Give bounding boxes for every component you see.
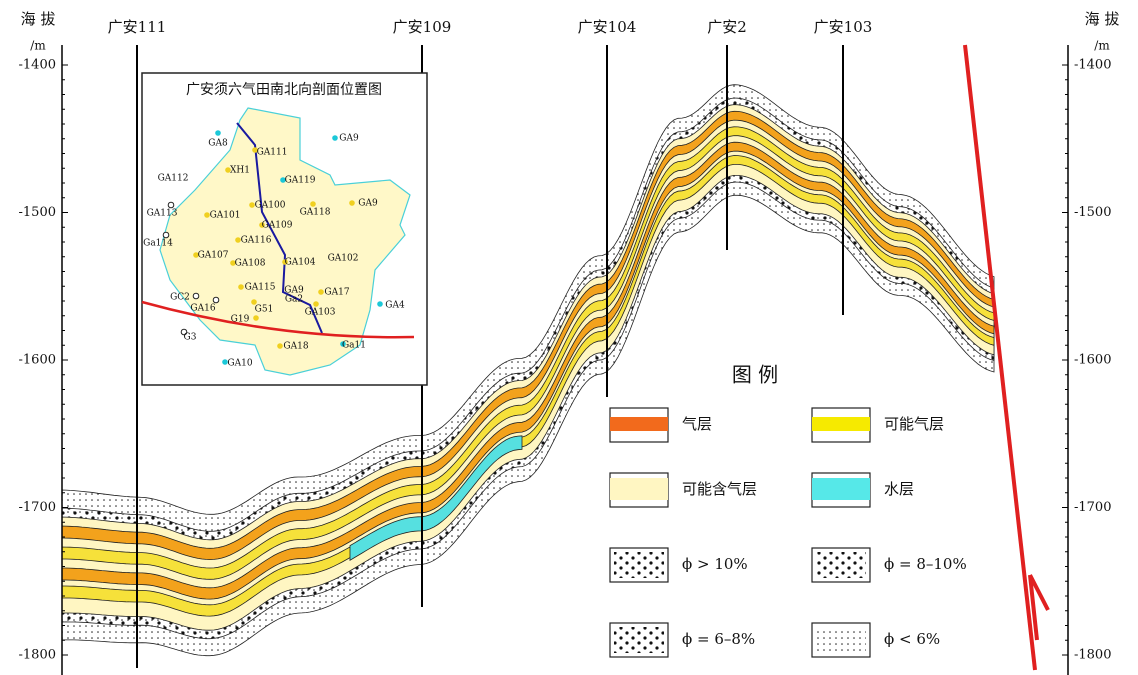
well-label: GA9 — [358, 199, 378, 209]
well-label: GA17 — [324, 288, 349, 298]
legend-label: 可能含气层 — [682, 480, 757, 498]
well-label: GA101 — [210, 211, 241, 221]
well-label: 广安109 — [393, 18, 452, 36]
legend-swatch-fill — [610, 417, 668, 431]
well-label: GA8 — [208, 139, 228, 149]
well-dot — [332, 135, 338, 141]
legend-label: ϕ > 10% — [682, 555, 748, 573]
well-label: GA103 — [305, 308, 336, 318]
well-dot — [168, 202, 174, 208]
well-dot — [318, 289, 324, 295]
y-tick-label: -1600 — [19, 353, 56, 368]
well-dot — [277, 343, 283, 349]
well-label: GA111 — [257, 148, 288, 158]
y-tick-label: -1400 — [19, 58, 56, 73]
well-label: GA100 — [255, 201, 286, 211]
well-label: G19 — [231, 315, 250, 325]
well-dot — [238, 284, 244, 290]
well-label: GA9 — [339, 134, 359, 144]
legend-label: 水层 — [884, 480, 914, 498]
well-label: GA18 — [283, 342, 308, 352]
well-label: GA115 — [245, 283, 276, 293]
well-dot — [163, 232, 169, 238]
well-label: XH1 — [230, 166, 250, 176]
well-dot — [313, 301, 319, 307]
well-label: Ga11 — [342, 341, 366, 351]
well-dot — [193, 293, 199, 299]
well-label: GA109 — [262, 221, 293, 231]
y-tick-label: -1800 — [1074, 648, 1111, 663]
well-label: GA112 — [158, 174, 189, 184]
legend-swatch-fill — [812, 417, 870, 431]
well-label: 广安103 — [814, 18, 873, 36]
well-label: Ga2 — [285, 295, 303, 305]
well-label: GA102 — [328, 254, 359, 264]
well-label: GA116 — [241, 236, 272, 246]
y-tick-label: -1400 — [1074, 58, 1111, 73]
well-label: Ga114 — [143, 239, 173, 249]
well-label: GA113 — [147, 209, 178, 219]
well-dot — [349, 200, 355, 206]
legend-swatch-fill — [816, 552, 866, 578]
well-label: G51 — [255, 305, 274, 315]
y-tick-label: -1800 — [19, 648, 56, 663]
well-label: GA107 — [198, 251, 229, 261]
well-label: G3 — [184, 333, 197, 343]
cross-section: 海 拔 /m 海 拔 /m -1400 -1400 -1500 -1500 -1600 -… — [0, 0, 1138, 675]
well-label: GA119 — [285, 176, 316, 186]
inset-map: 广安须六气田南北向剖面位置图 GA8 GA111 GA9 GA112 XH1 GA119 G… — [142, 73, 427, 385]
axis-unit: /m — [30, 39, 46, 53]
well-label: GA10 — [227, 359, 252, 369]
well-dot — [215, 130, 221, 136]
axis-title: 海 拔 — [21, 10, 56, 28]
well-label: 广安2 — [707, 18, 747, 36]
well-label: GA4 — [385, 301, 405, 311]
fault-arrow — [1030, 575, 1048, 640]
legend-label: ϕ = 6–8% — [682, 630, 755, 648]
well-dot — [377, 301, 383, 307]
inset-title: 广安须六气田南北向剖面位置图 — [186, 82, 382, 98]
legend-label: 气层 — [682, 415, 712, 433]
legend-swatch-fill — [816, 627, 866, 653]
y-tick-label: -1700 — [19, 500, 56, 515]
well-label: GA118 — [300, 208, 331, 218]
legend-swatch-fill — [812, 478, 870, 500]
well-label: 广安111 — [108, 18, 167, 36]
well-dot — [213, 297, 219, 303]
well-label: GA108 — [235, 259, 266, 269]
well-label: GA16 — [190, 304, 215, 314]
legend-swatch-fill — [614, 627, 664, 653]
legend-swatch-fill — [610, 478, 668, 500]
well-label: 广安104 — [578, 18, 637, 36]
legend-swatch-fill — [614, 552, 664, 578]
y-tick-label: -1600 — [1074, 353, 1111, 368]
legend-label: ϕ < 6% — [884, 630, 940, 648]
well-dot — [310, 201, 316, 207]
legend-label: 可能气层 — [884, 415, 944, 433]
y-tick-label: -1500 — [1074, 205, 1111, 220]
axis-title: 海 拔 — [1085, 10, 1120, 28]
y-tick-label: -1700 — [1074, 500, 1111, 515]
well-dot — [253, 315, 259, 321]
legend-label: ϕ = 8–10% — [884, 555, 967, 573]
well-label: GC2 — [170, 293, 190, 303]
y-tick-label: -1500 — [19, 205, 56, 220]
legend-title: 图 例 — [732, 363, 778, 387]
well-label: GA104 — [285, 258, 316, 268]
axis-unit: /m — [1094, 39, 1110, 53]
